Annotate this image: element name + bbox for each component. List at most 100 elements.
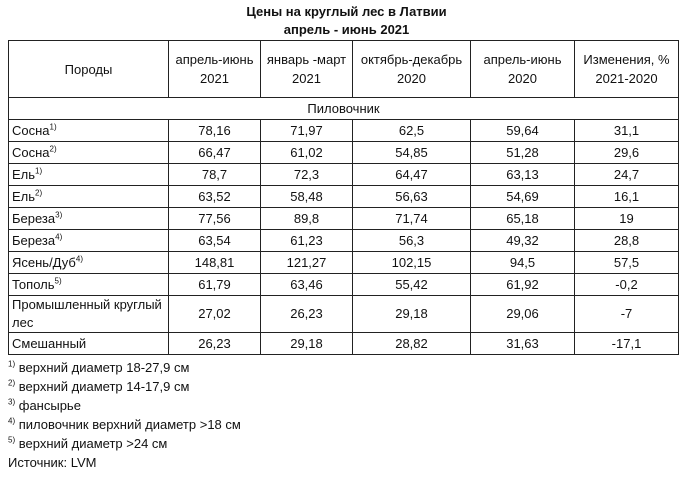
value-cell: 54,69 [470, 185, 575, 208]
value-cell: 63,13 [470, 163, 575, 186]
value-cell: 94,5 [470, 251, 575, 274]
header-row: Породы апрель-июнь 2021 январь -март 2021 о… [8, 40, 679, 98]
species-name: Ясень/Дуб [12, 255, 76, 270]
value-cell: 28,8 [574, 229, 679, 252]
table-row: Смешанный 26,23 29,18 28,82 31,63 -17,1 [8, 332, 679, 355]
species-name: Смешанный [12, 336, 87, 351]
species-name: Промышленный круглый лес [12, 297, 162, 330]
value-cell: 71,97 [260, 119, 353, 142]
species-cell: Тополь5) [8, 273, 169, 296]
footnote-text: верхний диаметр >24 см [18, 436, 168, 451]
table-title: Цены на круглый лес в Латвии [246, 4, 447, 19]
species-name: Береза [12, 211, 56, 226]
footnote: 4) пиловочник верхний диаметр >18 см [8, 415, 241, 434]
value-cell: 61,23 [260, 229, 353, 252]
footnote: 5) верхний диаметр >24 см [8, 434, 241, 453]
value-cell: 61,79 [168, 273, 261, 296]
section-row: Пиловочник [8, 97, 679, 120]
footnote-ref: 1) [35, 166, 43, 176]
value-cell: 54,85 [352, 141, 471, 164]
value-cell: 29,18 [260, 332, 353, 355]
value-cell: 61,02 [260, 141, 353, 164]
value-cell: 59,64 [470, 119, 575, 142]
table-row: Ясень/Дуб4) 148,81 121,27 102,15 94,5 57,5 [8, 251, 679, 274]
value-cell: 26,23 [168, 332, 261, 355]
value-cell: 77,56 [168, 207, 261, 230]
footnote-ref: 4) [55, 232, 63, 242]
table-subtitle: апрель - июнь 2021 [283, 22, 410, 37]
value-cell: 66,47 [168, 141, 261, 164]
value-cell: 78,16 [168, 119, 261, 142]
footnote-ref: 5) [54, 276, 62, 286]
value-cell: 31,1 [574, 119, 679, 142]
table-row: Промышленный круглый лес 27,02 26,23 29,18 2… [8, 295, 679, 333]
species-cell: Береза4) [8, 229, 169, 252]
column-header: Изменения, % 2021-2020 [574, 40, 679, 98]
value-cell: 121,27 [260, 251, 353, 274]
value-cell: 56,63 [352, 185, 471, 208]
footnote: 3) фансырье [8, 396, 241, 415]
species-name: Ель [12, 167, 36, 182]
species-cell: Промышленный круглый лес [8, 295, 169, 333]
column-header: октябрь-декабрь 2020 [352, 40, 471, 98]
value-cell: 29,6 [574, 141, 679, 164]
species-cell: Смешанный [8, 332, 169, 355]
value-cell: 51,28 [470, 141, 575, 164]
species-cell: Сосна2) [8, 141, 169, 164]
footnotes: 1) верхний диаметр 18-27,9 см 2) верхний … [8, 358, 241, 472]
footnote-mark: 4) [8, 416, 16, 426]
column-header: январь -март 2021 [260, 40, 353, 98]
table-row: Сосна2) 66,47 61,02 54,85 51,28 29,6 [8, 141, 679, 164]
footnote-mark: 5) [8, 435, 16, 445]
species-name: Ель [12, 189, 36, 204]
value-cell: -7 [574, 295, 679, 333]
value-cell: 71,74 [352, 207, 471, 230]
species-name: Береза [12, 233, 56, 248]
value-cell: 62,5 [352, 119, 471, 142]
footnote-text: верхний диаметр 14-17,9 см [18, 379, 190, 394]
value-cell: 28,82 [352, 332, 471, 355]
footnote-ref: 1) [49, 122, 57, 132]
species-name: Сосна [12, 123, 50, 138]
footnote: 2) верхний диаметр 14-17,9 см [8, 377, 241, 396]
footnote-mark: 1) [8, 359, 16, 369]
footnote-ref: 2) [49, 144, 57, 154]
footnote-mark: 2) [8, 378, 16, 388]
value-cell: 19 [574, 207, 679, 230]
value-cell: 102,15 [352, 251, 471, 274]
species-name: Сосна [12, 145, 50, 160]
value-cell: 49,32 [470, 229, 575, 252]
value-cell: 27,02 [168, 295, 261, 333]
value-cell: 78,7 [168, 163, 261, 186]
table-row: Ель2) 63,52 58,48 56,63 54,69 16,1 [8, 185, 679, 208]
footnote-text: пиловочник верхний диаметр >18 см [18, 417, 241, 432]
value-cell: 65,18 [470, 207, 575, 230]
footnote-ref: 2) [35, 188, 43, 198]
table-row: Береза3) 77,56 89,8 71,74 65,18 19 [8, 207, 679, 230]
species-cell: Ель1) [8, 163, 169, 186]
value-cell: 16,1 [574, 185, 679, 208]
table-row: Береза4) 63,54 61,23 56,3 49,32 28,8 [8, 229, 679, 252]
species-name: Тополь [12, 277, 55, 292]
column-header: Породы [8, 40, 169, 98]
value-cell: 29,06 [470, 295, 575, 333]
value-cell: 148,81 [168, 251, 261, 274]
footnote-mark: 3) [8, 397, 16, 407]
footnote-text: верхний диаметр 18-27,9 см [18, 360, 190, 375]
species-cell: Сосна1) [8, 119, 169, 142]
species-cell: Ясень/Дуб4) [8, 251, 169, 274]
value-cell: 72,3 [260, 163, 353, 186]
value-cell: -17,1 [574, 332, 679, 355]
footnote-ref: 3) [55, 210, 63, 220]
footnote: 1) верхний диаметр 18-27,9 см [8, 358, 241, 377]
value-cell: 57,5 [574, 251, 679, 274]
section-label: Пиловочник [8, 97, 679, 120]
value-cell: 26,23 [260, 295, 353, 333]
footnote-text: фансырье [18, 398, 81, 413]
table-row: Тополь5) 61,79 63,46 55,42 61,92 -0,2 [8, 273, 679, 296]
value-cell: 56,3 [352, 229, 471, 252]
value-cell: 63,52 [168, 185, 261, 208]
table-row: Ель1) 78,7 72,3 64,47 63,13 24,7 [8, 163, 679, 186]
table-row: Сосна1) 78,16 71,97 62,5 59,64 31,1 [8, 119, 679, 142]
value-cell: 89,8 [260, 207, 353, 230]
